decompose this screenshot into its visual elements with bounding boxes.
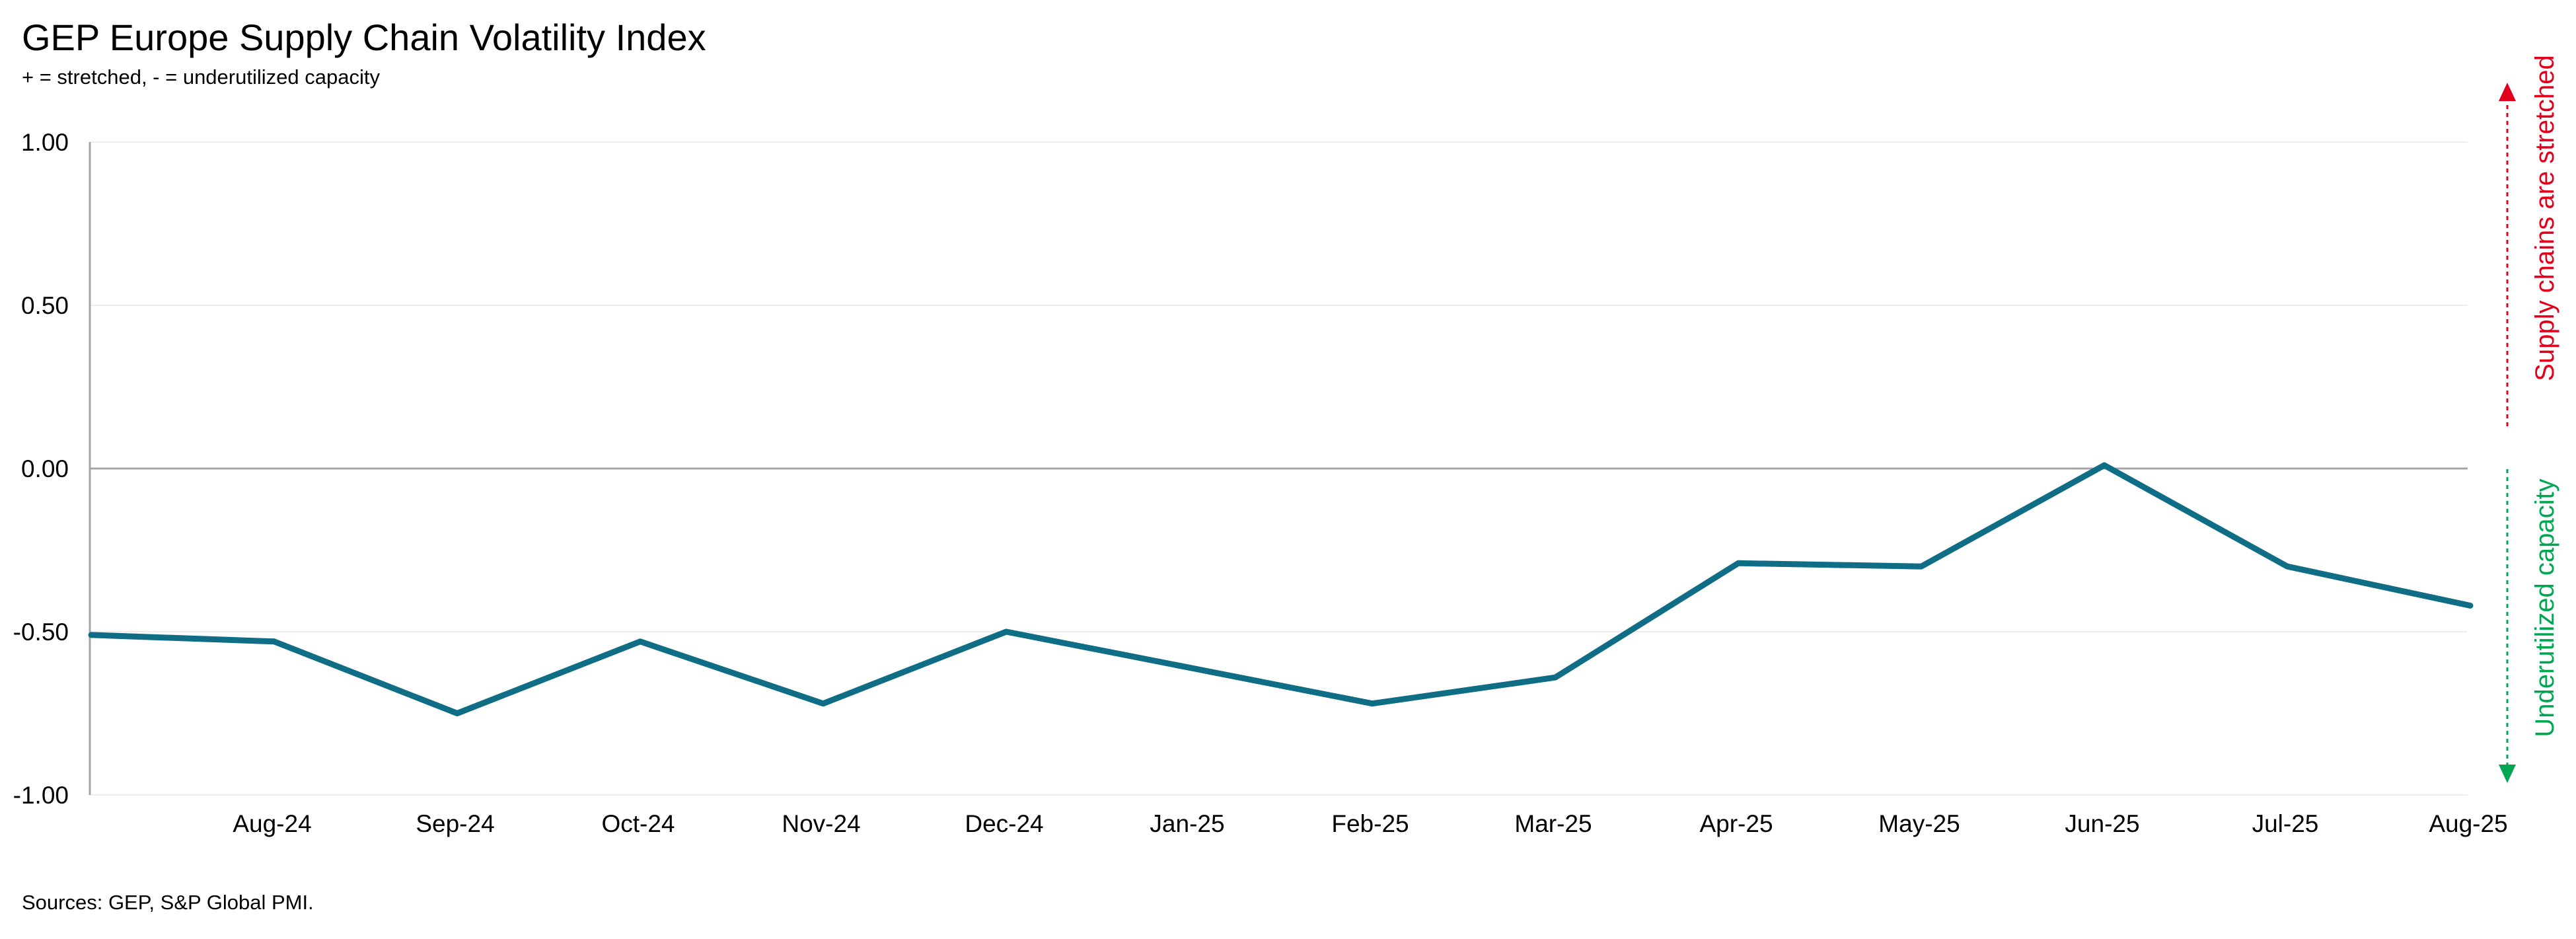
x-tick-label: Oct-24 xyxy=(601,810,675,837)
source-note: Sources: GEP, S&P Global PMI. xyxy=(22,891,314,914)
x-tick-label: Nov-24 xyxy=(782,810,860,837)
x-tick-label: Feb-25 xyxy=(1331,810,1409,837)
x-tick-label: Aug-24 xyxy=(233,810,311,837)
gridlines xyxy=(90,141,2468,796)
x-axis-tick-labels: Aug-24 Sep-24 Oct-24 Nov-24 Dec-24 Jan-25 Feb-… xyxy=(233,810,2507,837)
stretched-label: Supply chains are stretched xyxy=(2530,55,2559,381)
axes xyxy=(89,142,2468,795)
y-tick-label: -1.00 xyxy=(13,782,69,809)
series-line xyxy=(88,462,2474,716)
underutilized-label: Underutilized capacity xyxy=(2530,478,2559,737)
x-tick-label: Aug-25 xyxy=(2429,810,2507,837)
x-tick-label: Jul-25 xyxy=(2252,810,2319,837)
y-axis-tick-labels: 1.00 0.50 0.00 -0.50 -1.00 xyxy=(13,129,69,809)
x-tick-label: Apr-25 xyxy=(1699,810,1773,837)
chart-subtitle: + = stretched, - = underutilized capacit… xyxy=(22,65,380,89)
x-tick-label: Sep-24 xyxy=(416,810,494,837)
y-tick-label: 0.50 xyxy=(21,292,69,319)
x-tick-label: Dec-24 xyxy=(965,810,1043,837)
down-arrow-icon xyxy=(2499,765,2516,783)
y-tick-label: -0.50 xyxy=(13,619,69,646)
up-arrow-icon xyxy=(2499,83,2516,101)
chart-title: GEP Europe Supply Chain Volatility Index xyxy=(22,17,706,58)
x-tick-label: Mar-25 xyxy=(1514,810,1592,837)
x-tick-label: Jun-25 xyxy=(2065,810,2139,837)
y-tick-label: 1.00 xyxy=(21,129,69,156)
side-annotations: Supply chains are stretched Underutilize… xyxy=(2499,55,2559,783)
x-tick-label: Jan-25 xyxy=(1150,810,1224,837)
series-layer xyxy=(88,462,2474,716)
y-tick-label: 0.00 xyxy=(21,455,69,482)
x-tick-label: May-25 xyxy=(1878,810,1960,837)
